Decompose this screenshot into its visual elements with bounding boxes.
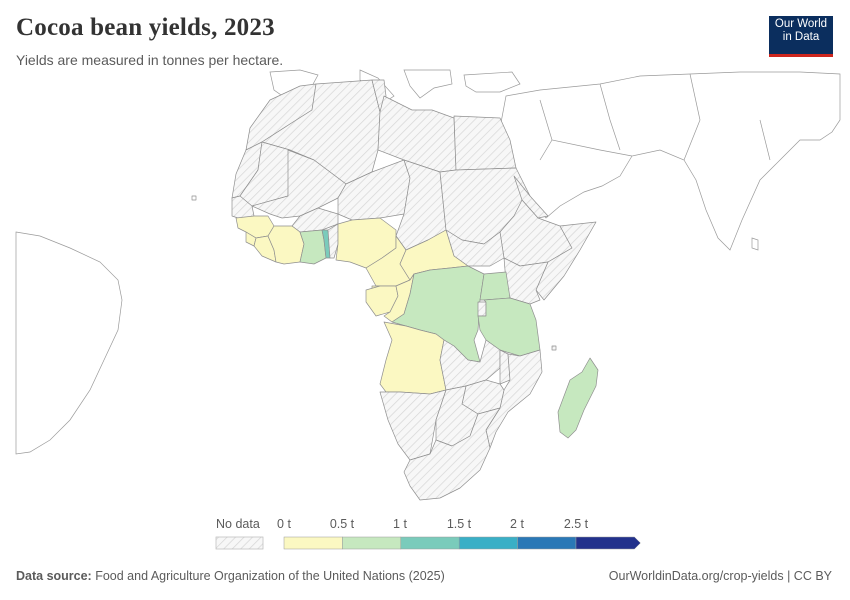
country-libya[interactable]: [377, 95, 457, 173]
legend-tick-1: 1 t: [393, 517, 407, 531]
island-cape-verde: [191, 195, 197, 201]
source-label: Data source:: [16, 569, 92, 583]
country-south-africa[interactable]: [403, 407, 501, 501]
legend-bin-3[interactable]: [458, 536, 518, 550]
country-malawi[interactable]: [499, 349, 511, 385]
legend-tick-0-5: 0.5 t: [329, 517, 355, 531]
chart-subtitle: Yields are measured in tonnes per hectar…: [16, 52, 284, 68]
middle-east-borders: [539, 73, 771, 161]
country-rwanda-burundi[interactable]: [477, 301, 487, 317]
legend-tick-2: 2 t: [510, 517, 524, 531]
logo-line-1: Our World: [774, 18, 828, 30]
country-benin[interactable]: [327, 223, 339, 259]
legend-tick-2-5: 2.5 t: [563, 517, 589, 531]
country-egypt[interactable]: [453, 115, 517, 171]
country-somalia[interactable]: [535, 221, 597, 301]
legend-no-data-label: No data: [216, 517, 260, 531]
country-uganda[interactable]: [479, 271, 511, 301]
sri-lanka: [751, 237, 759, 251]
island-comoros: [551, 345, 557, 351]
legend-bin-5[interactable]: [575, 536, 641, 550]
africa-countries: [191, 79, 599, 501]
legend-tick-0: 0 t: [277, 517, 291, 531]
footer-source: Data source: Food and Agriculture Organi…: [16, 569, 445, 583]
country-niger[interactable]: [337, 159, 411, 221]
legend: [215, 536, 641, 550]
legend-bin-4[interactable]: [517, 536, 577, 550]
legend-tick-1-5: 1.5 t: [446, 517, 472, 531]
country-madagascar[interactable]: [557, 357, 599, 439]
legend-no-data-swatch: [215, 536, 264, 550]
legend-bin-2[interactable]: [400, 536, 460, 550]
country-guinea[interactable]: [235, 215, 275, 239]
europe-balkans: [403, 69, 453, 99]
owid-logo[interactable]: Our World in Data: [769, 16, 833, 57]
country-eritrea[interactable]: [513, 175, 549, 219]
legend-bin-0[interactable]: [283, 536, 343, 550]
chart-title: Cocoa bean yields, 2023: [16, 14, 275, 41]
source-text: Food and Agriculture Organization of the…: [95, 569, 445, 583]
country-togo[interactable]: [321, 229, 331, 259]
south-america: [15, 231, 123, 455]
country-ghana[interactable]: [299, 229, 327, 265]
legend-bin-1[interactable]: [342, 536, 402, 550]
logo-line-2: in Data: [782, 30, 820, 43]
country-namibia[interactable]: [379, 389, 447, 461]
footer-url[interactable]: OurWorldinData.org/crop-yields | CC BY: [609, 569, 832, 583]
europe-turkey: [463, 71, 521, 93]
footer-link[interactable]: OurWorldinData.org/crop-yields | CC BY: [608, 569, 832, 583]
